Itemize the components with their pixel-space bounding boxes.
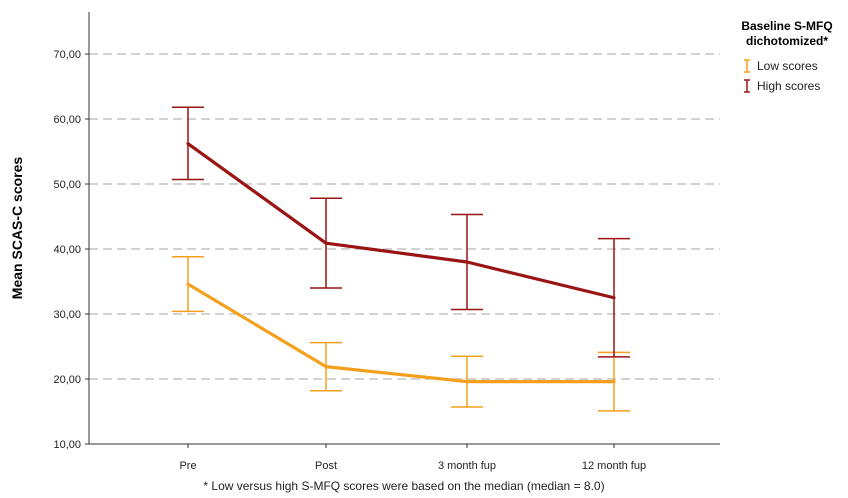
legend: Baseline S-MFQ dichotomized* Low scores H… [741,19,832,93]
y-tick-label: 10,00 [53,439,81,451]
legend-item-high-scores: High scores [744,79,820,93]
y-tick-label: 60,00 [53,114,81,126]
series-group [172,106,630,412]
x-tick-label: Post [315,460,337,472]
x-tick-label: Pre [179,460,196,472]
series-line [186,282,616,384]
legend-item-low-scores: Low scores [744,59,818,73]
y-tick-label: 30,00 [53,309,81,321]
series-high-scores [172,106,630,358]
x-tick-label: 3 month fup [438,460,496,472]
y-ticks: 10,00 20,00 30,00 40,00 50,00 60,00 70,00 [53,49,89,451]
y-tick-label: 70,00 [53,49,81,61]
series-line [186,142,616,300]
axes [88,12,720,445]
y-tick-label: 40,00 [53,244,81,256]
grid-lines [89,53,720,380]
series-low-scores [172,256,630,412]
y-axis-label: Mean SCAS-C scores [9,157,25,300]
y-tick-label: 20,00 [53,374,81,386]
legend-title-line2: dichotomized* [746,34,828,48]
footnote: * Low versus high S-MFQ scores were base… [203,479,604,493]
legend-label: High scores [757,79,820,93]
legend-label: Low scores [757,59,818,73]
legend-title-line1: Baseline S-MFQ [741,19,832,33]
x-tick-label: 12 month fup [582,460,646,472]
x-ticks: Pre Post 3 month fup 12 month fup [179,444,646,472]
y-tick-label: 50,00 [53,179,81,191]
